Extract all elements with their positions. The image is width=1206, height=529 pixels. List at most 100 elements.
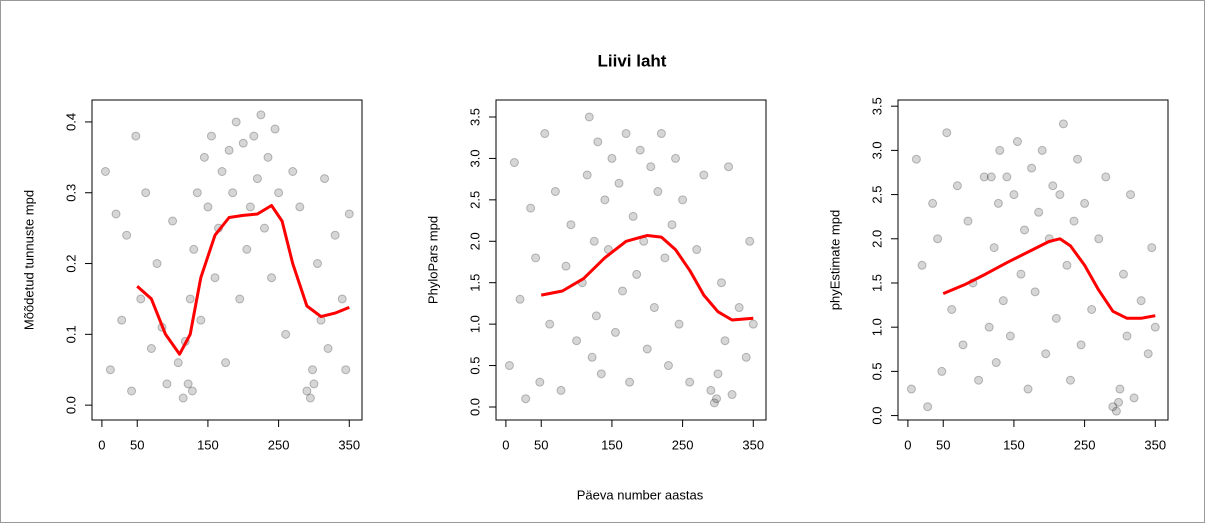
point	[305, 393, 315, 403]
point	[986, 172, 996, 182]
point	[566, 220, 576, 230]
point	[217, 167, 227, 177]
point	[1073, 154, 1083, 164]
point	[1101, 172, 1111, 182]
y-tick-label: 0.4	[63, 113, 78, 131]
point	[1069, 216, 1079, 226]
y-tick-label: 3.0	[869, 141, 884, 159]
point	[192, 188, 202, 198]
point	[646, 162, 656, 172]
x-tick-label: 150	[601, 437, 623, 452]
y-tick-label: 0.5	[467, 357, 482, 375]
point	[958, 340, 968, 350]
x-tick-label: 250	[268, 437, 290, 452]
point	[1002, 172, 1012, 182]
point	[224, 145, 234, 155]
point	[906, 384, 916, 394]
point	[685, 377, 695, 387]
point	[162, 379, 172, 389]
x-tick-label: 250	[1074, 437, 1096, 452]
point	[716, 278, 726, 288]
point	[1126, 190, 1136, 200]
point	[720, 336, 730, 346]
point	[600, 195, 610, 205]
point	[312, 259, 322, 269]
point	[117, 315, 127, 325]
y-tick-label: 2.0	[467, 232, 482, 250]
y-tick-label: 0.0	[869, 407, 884, 425]
point	[189, 244, 199, 254]
point	[199, 152, 209, 162]
point	[152, 259, 162, 269]
point	[587, 352, 597, 362]
x-tick-label: 350	[742, 437, 764, 452]
point	[632, 269, 642, 279]
point	[734, 303, 744, 313]
point	[621, 129, 631, 139]
point	[526, 203, 536, 213]
point	[937, 366, 947, 376]
x-tick-label: 0	[502, 437, 509, 452]
point	[628, 211, 638, 221]
point	[267, 273, 277, 283]
point	[308, 365, 318, 375]
point	[341, 365, 351, 375]
point	[979, 172, 989, 182]
point	[584, 112, 594, 122]
point	[933, 234, 943, 244]
point	[995, 145, 1005, 155]
point	[998, 296, 1008, 306]
point	[1136, 296, 1146, 306]
smooth-line	[540, 234, 754, 322]
y-tick-label: 0.3	[63, 184, 78, 202]
x-tick-label: 250	[672, 437, 694, 452]
point	[947, 305, 957, 315]
point	[245, 202, 255, 212]
y-axis-label: Mõõdetud tunnuste mpd	[21, 190, 36, 330]
point	[263, 152, 273, 162]
point	[1020, 225, 1030, 235]
point	[748, 319, 758, 329]
point	[635, 145, 645, 155]
point	[1055, 190, 1065, 200]
point	[667, 220, 677, 230]
point	[663, 361, 673, 371]
point	[281, 329, 291, 339]
x-tick-label: 0	[98, 437, 105, 452]
point	[952, 181, 962, 191]
point	[187, 386, 197, 396]
point	[323, 343, 333, 353]
x-tick-label: 350	[338, 437, 360, 452]
point	[1051, 313, 1061, 323]
point	[1030, 287, 1040, 297]
point	[618, 286, 628, 296]
point	[302, 386, 312, 396]
point	[535, 377, 545, 387]
point	[572, 336, 582, 346]
point	[991, 358, 1001, 368]
point	[1094, 234, 1104, 244]
point	[911, 154, 921, 164]
point	[974, 375, 984, 385]
point	[1005, 331, 1015, 341]
point	[709, 398, 719, 408]
point	[185, 294, 195, 304]
point	[100, 167, 110, 177]
y-tick-label: 3.5	[869, 97, 884, 115]
point	[625, 377, 635, 387]
point	[337, 294, 347, 304]
point	[504, 361, 514, 371]
point	[1058, 119, 1068, 129]
point	[235, 294, 245, 304]
point	[642, 344, 652, 354]
point	[923, 402, 933, 412]
point	[589, 236, 599, 246]
point	[1111, 406, 1121, 416]
point	[105, 365, 115, 375]
point	[1080, 198, 1090, 208]
point	[591, 311, 601, 321]
point	[1009, 190, 1019, 200]
point	[221, 358, 231, 368]
y-tick-label: 1.0	[869, 318, 884, 336]
